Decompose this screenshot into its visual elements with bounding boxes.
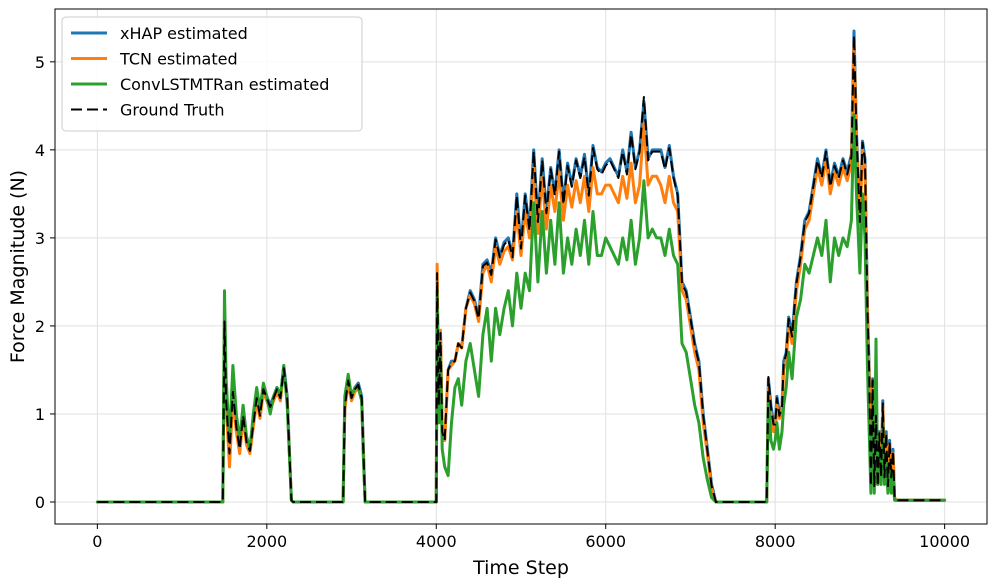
y-tick-label: 3 [35, 229, 45, 248]
y-tick-label: 0 [35, 493, 45, 512]
legend-label: xHAP estimated [120, 24, 248, 43]
axis-ticks: 0 2000 4000 6000 8000 10000 0 1 2 3 4 5 [35, 53, 970, 551]
x-tick-label: 10000 [919, 532, 970, 551]
plot-frame [54, 8, 988, 525]
legend-box [61, 16, 363, 132]
x-tick-label: 8000 [755, 532, 796, 551]
y-tick-label: 2 [35, 317, 45, 336]
x-tick-label: 0 [92, 532, 102, 551]
series-lines [95, 29, 947, 504]
x-tick-label: 4000 [416, 532, 457, 551]
x-axis-label: Time Step [472, 557, 569, 579]
y-tick-label: 5 [35, 53, 45, 72]
series-line-3 [97, 34, 945, 503]
legend-label: TCN estimated [119, 50, 238, 69]
series-line-2 [95, 113, 947, 504]
legend: xHAP estimated TCN estimated ConvLSTMTRan … [61, 16, 363, 132]
y-tick-label: 1 [35, 405, 45, 424]
x-tick-label: 2000 [246, 532, 287, 551]
y-axis-label: Force Magnitude (N) [7, 170, 29, 363]
x-tick-label: 6000 [585, 532, 626, 551]
legend-label: Ground Truth [120, 101, 225, 120]
y-tick-label: 4 [35, 141, 45, 160]
legend-label: ConvLSTMTRan estimated [120, 75, 329, 94]
